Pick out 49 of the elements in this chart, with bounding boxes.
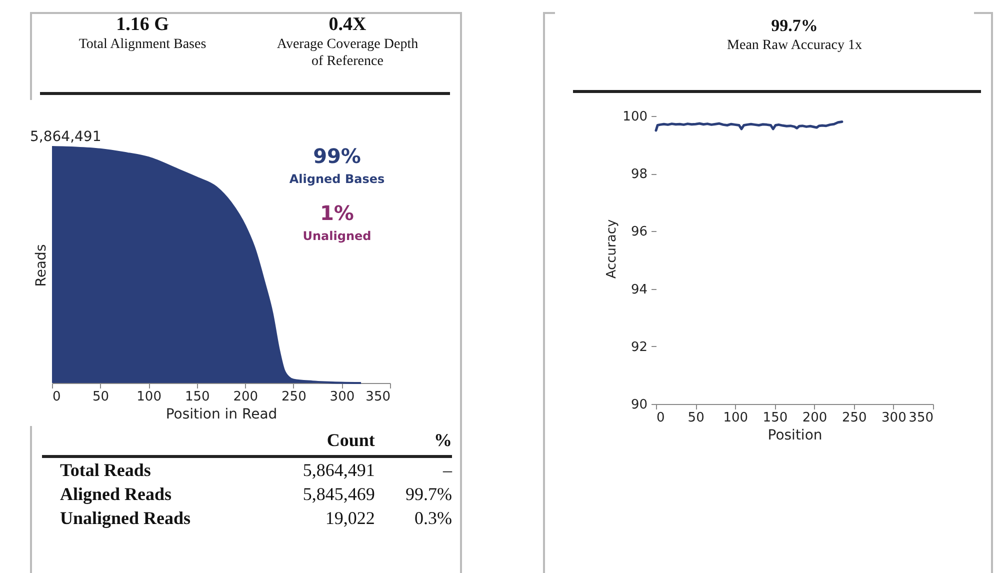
x-tick-label: 100 [723, 410, 748, 426]
y-axis-title: Reads [34, 244, 50, 287]
x-tick-label: 150 [184, 390, 210, 404]
x-tick-label: 250 [842, 410, 867, 426]
text: 5,864,491 [302, 459, 375, 482]
x-tick-label: 350 [366, 390, 390, 404]
text: % [374, 425, 452, 456]
text: 99.7% [404, 483, 452, 506]
annotation: Unaligned [302, 229, 372, 243]
chart-subtitle: Mean Raw Accuracy 1x [727, 38, 862, 53]
y-tick-label: 96 [630, 224, 648, 240]
text: Count [260, 425, 375, 456]
x-tick-label: 100 [136, 390, 162, 404]
x-tick-label: 200 [802, 410, 828, 426]
chart-title: 99.7% [771, 16, 818, 35]
annotation: 99% [313, 144, 361, 168]
x-tick-label: 50 [92, 390, 110, 404]
x-tick-label: 300 [330, 390, 355, 404]
line-series [654, 120, 844, 132]
x-tick-label: 50 [688, 410, 704, 426]
y-tick-label: 94 [630, 282, 648, 298]
text: 0.3% [414, 507, 452, 530]
x-tick-label: 350 [908, 410, 934, 426]
x-tick-label: 250 [282, 390, 306, 404]
y-tick-label: 90 [630, 398, 648, 412]
y-tick-label: 92 [630, 340, 648, 355]
annotation: 1% [320, 201, 354, 225]
x-tick-label: 0 [52, 390, 61, 404]
y-axis-title: Accuracy [604, 219, 620, 279]
x-axis-title: Position [768, 428, 822, 444]
x-tick-label: 300 [882, 410, 906, 426]
text: Unaligned Reads [59, 507, 192, 530]
x-tick-label: 150 [762, 410, 788, 426]
x-tick-label: 200 [233, 390, 258, 404]
x-tick-label: 0 [656, 410, 665, 426]
y-tick-label: 100 [622, 110, 648, 125]
text: Average Coverage Depth of Reference [276, 36, 420, 70]
annotation: Aligned Bases [289, 172, 385, 186]
text: 1.16 G [115, 14, 170, 36]
y-tick-label: 98 [630, 167, 648, 182]
annotation: 5,864,491 [30, 129, 102, 145]
text: Aligned Reads [59, 483, 173, 506]
text: – [442, 459, 452, 482]
text: 5,845,469 [302, 483, 375, 506]
text: Total Reads [59, 459, 152, 482]
text: Total Alignment Bases [78, 36, 208, 53]
x-axis-title: Position in Read [166, 406, 278, 422]
text: 19,022 [324, 507, 375, 530]
text: 0.4X [328, 14, 368, 36]
